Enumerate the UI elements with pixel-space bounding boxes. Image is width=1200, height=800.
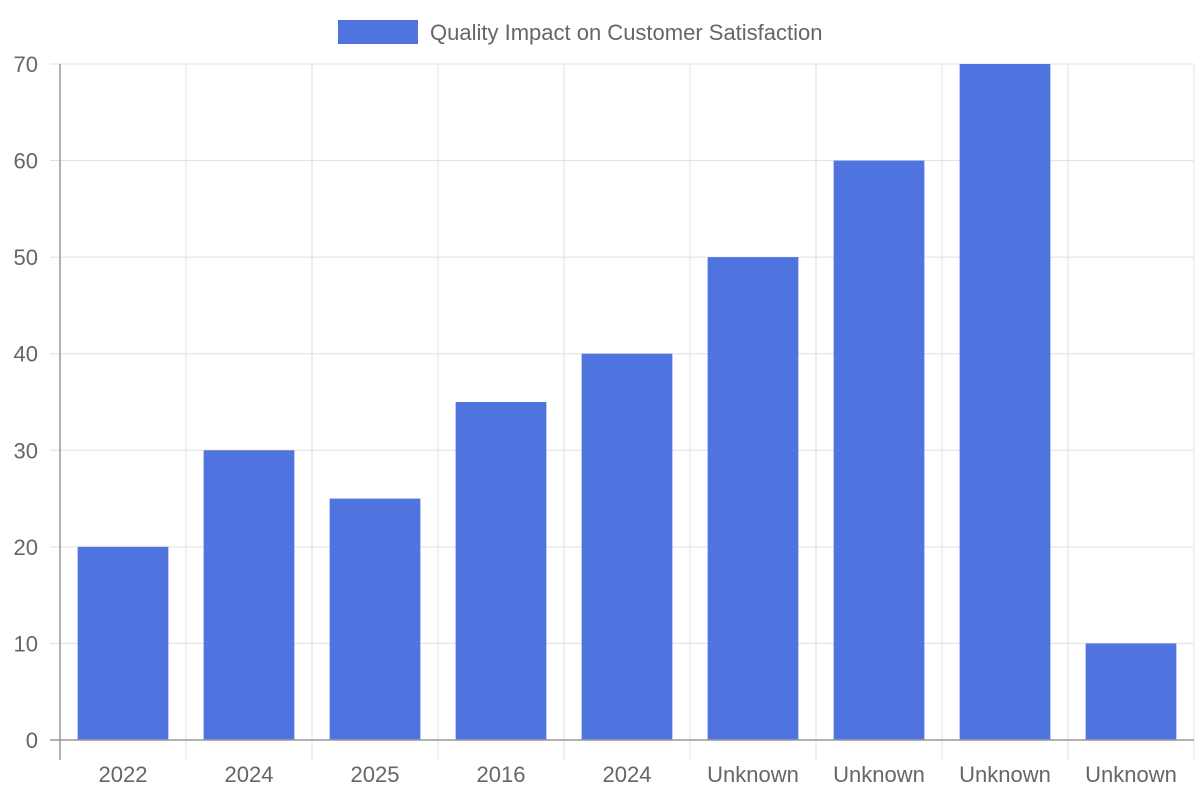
- x-tick-label: 2016: [477, 762, 526, 787]
- x-tick-label: 2022: [99, 762, 148, 787]
- bar[interactable]: [581, 353, 673, 740]
- legend[interactable]: Quality Impact on Customer Satisfaction: [338, 20, 823, 45]
- y-tick-label: 30: [14, 438, 38, 463]
- x-tick-label: Unknown: [1085, 762, 1177, 787]
- bar[interactable]: [1085, 643, 1177, 740]
- x-tick-label: Unknown: [833, 762, 925, 787]
- x-tick-label: Unknown: [707, 762, 799, 787]
- y-tick-label: 50: [14, 245, 38, 270]
- axes: [50, 64, 1194, 760]
- x-tick-label: 2024: [603, 762, 652, 787]
- bar[interactable]: [455, 402, 547, 740]
- y-tick-label: 0: [26, 728, 38, 753]
- x-tick-labels: 2022 2024 2025 2016 2024 Unknown Unknown Unknow…: [99, 762, 1177, 787]
- y-tick-labels: 0 10 20 30 40 50 60 70: [14, 52, 38, 753]
- legend-swatch[interactable]: [338, 20, 418, 44]
- legend-label[interactable]: Quality Impact on Customer Satisfaction: [430, 20, 823, 45]
- bar[interactable]: [959, 64, 1051, 740]
- bar[interactable]: [203, 450, 295, 740]
- x-tick-label: Unknown: [959, 762, 1051, 787]
- y-tick-label: 20: [14, 535, 38, 560]
- bar[interactable]: [77, 546, 169, 740]
- bars: [77, 64, 1177, 741]
- bar[interactable]: [329, 498, 421, 740]
- x-tick-label: 2025: [351, 762, 400, 787]
- y-tick-label: 60: [14, 149, 38, 174]
- y-tick-label: 10: [14, 631, 38, 656]
- y-tick-label: 40: [14, 342, 38, 367]
- bar[interactable]: [707, 257, 799, 740]
- y-tick-label: 70: [14, 52, 38, 77]
- bar[interactable]: [833, 160, 925, 741]
- x-tick-label: 2024: [225, 762, 274, 787]
